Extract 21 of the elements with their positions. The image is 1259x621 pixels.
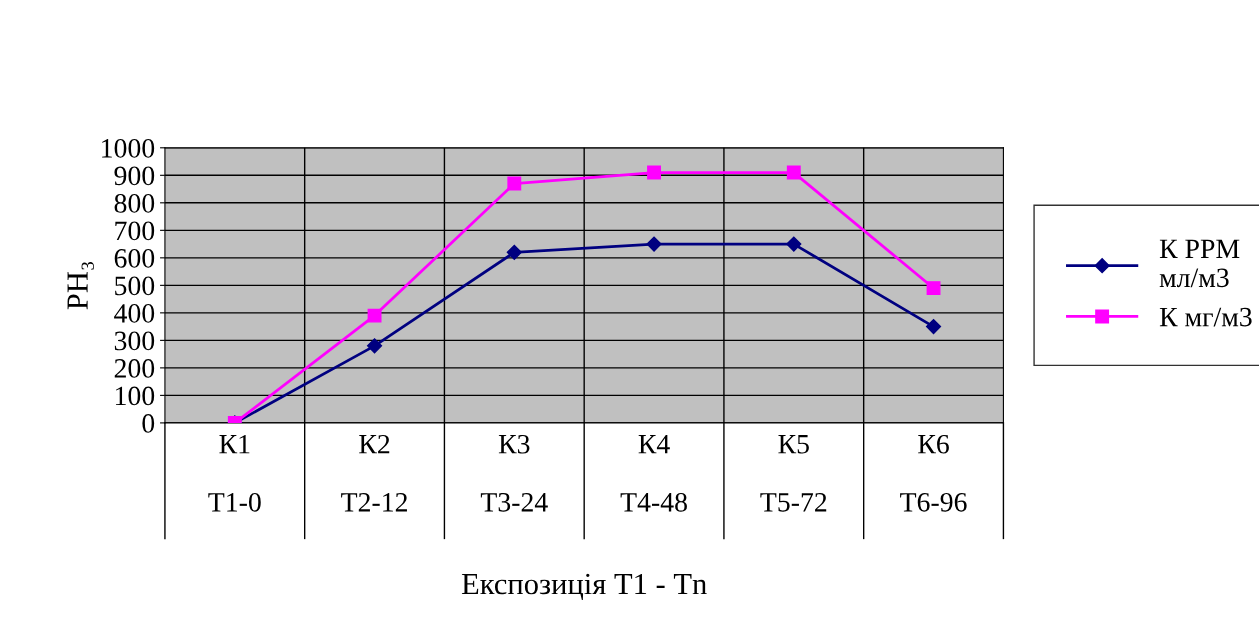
y-tick-label: 900 [114,166,155,186]
category-label: К3 Т3-24 [480,434,548,512]
category-label: К2 Т2-12 [341,434,407,512]
y-axis-title: PH₃ [67,262,94,310]
y-tick-label: 800 [114,193,155,213]
legend-label: К мг/м3 [1159,307,1252,327]
y-tick-label: 500 [115,276,155,296]
y-tick-label: 300 [114,331,155,351]
y-tick-label: 400 [114,304,155,323]
category-label: К5 Т5-72 [760,435,827,512]
y-tick-label: 200 [114,359,155,378]
category-label: К6 Т6-96 [900,434,967,512]
y-tick-label: 0 [142,414,155,433]
y-tick-label: 100 [115,386,155,406]
category-label: К1 Т1-0 [208,434,261,512]
legend-label: К PPM мл/м3 [1159,239,1240,288]
x-axis-title: Експозиція Т1 - Тn [461,573,707,600]
category-label: К4 Т4-48 [620,435,687,512]
y-tick-label: 1000 [102,138,155,158]
y-tick-label: 600 [114,249,155,268]
y-tick-label: 700 [115,221,155,241]
